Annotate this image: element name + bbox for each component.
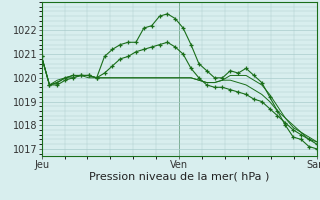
X-axis label: Pression niveau de la mer( hPa ): Pression niveau de la mer( hPa ) bbox=[89, 172, 269, 182]
